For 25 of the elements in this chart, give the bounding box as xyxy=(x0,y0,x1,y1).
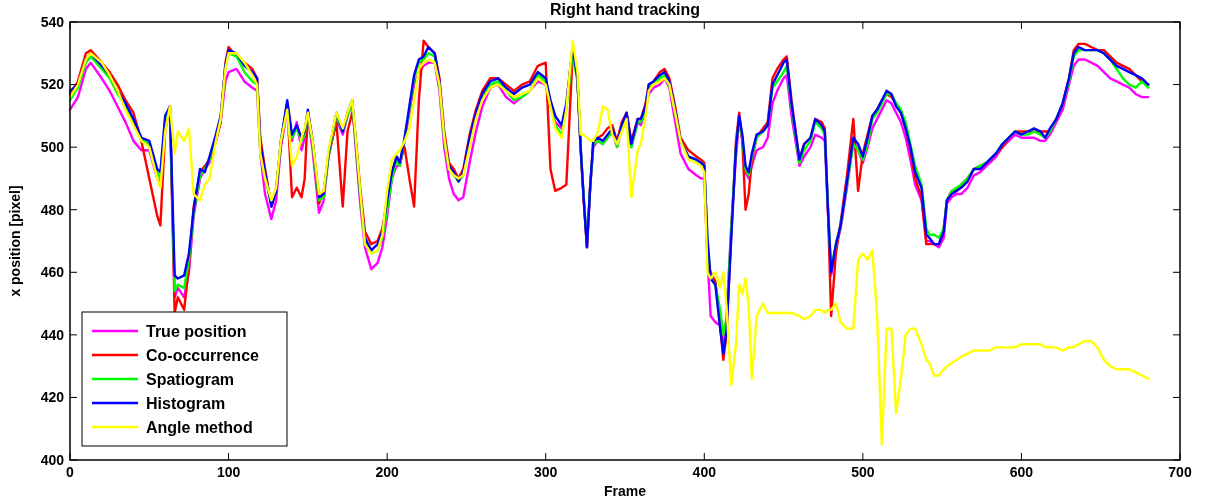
y-tick-label: 440 xyxy=(40,326,65,343)
legend-label: Histogram xyxy=(146,394,226,412)
legend-label: Spatiogram xyxy=(146,370,235,388)
y-axis-title: x position [pixel] xyxy=(7,185,23,297)
y-tick-label: 520 xyxy=(40,76,65,93)
x-axis-title: Frame xyxy=(603,483,647,499)
y-tick-label: 400 xyxy=(40,451,65,468)
x-tick-label: 200 xyxy=(375,464,400,480)
y-tick-label: 420 xyxy=(40,389,65,406)
line-series xyxy=(68,39,1150,446)
x-tick-label: 300 xyxy=(534,464,558,480)
y-tick-label: 480 xyxy=(40,201,65,218)
legend-label: Angle method xyxy=(146,418,253,436)
y-tick-label: 460 xyxy=(40,264,65,281)
x-tick-label: 700 xyxy=(1168,464,1192,480)
legend-label: Co-occurrence xyxy=(146,346,260,364)
x-tick-label: 0 xyxy=(66,464,75,480)
x-tick-label: 400 xyxy=(692,464,717,480)
x-tick-label: 100 xyxy=(216,464,241,480)
y-tick-label: 500 xyxy=(40,139,65,156)
x-tick-label: 600 xyxy=(1009,464,1034,480)
chart-title: Right hand tracking xyxy=(549,1,701,18)
y-tick-label: 540 xyxy=(40,13,65,30)
x-tick-label: 500 xyxy=(851,464,875,480)
legend-label: True position xyxy=(146,322,247,340)
